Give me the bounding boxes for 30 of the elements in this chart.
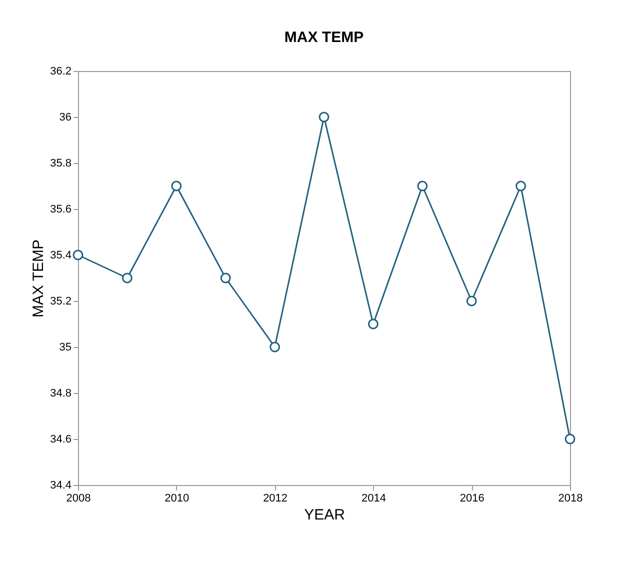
y-tick-label: 34.6 [50,434,72,446]
x-tick-label: 2018 [558,492,583,504]
x-tick-label: 2010 [164,492,190,504]
point [171,180,182,192]
point [122,272,132,284]
y-tick-label: 35.6 [50,204,72,216]
point [564,434,576,444]
point [318,112,330,122]
point [368,318,378,330]
x-tick-label: 2014 [361,492,386,504]
y-tick-label: 35.2 [50,296,72,308]
x-tick-label: 2012 [263,492,288,504]
y-tick-label: 35.8 [50,158,72,170]
y-tick-label: 36.2 [50,66,72,78]
point [417,180,428,192]
x-tick-label: 2016 [460,492,484,504]
point [516,180,526,192]
point [72,250,84,260]
y-tick-label: 35 [59,342,72,354]
point [220,272,231,284]
y-tick-label: 34.4 [50,480,72,492]
point [466,296,477,306]
x-tick-label: 2008 [66,492,91,504]
x-axis-title: YEAR [304,506,346,524]
point [270,342,280,352]
y-axis-title: MAX TEMP [30,239,48,318]
y-tick-label: 35.4 [50,250,72,262]
chart-title: MAX TEMP [284,29,364,46]
y-tick-label: 36 [59,112,72,124]
y-tick-label: 34.8 [50,388,72,400]
